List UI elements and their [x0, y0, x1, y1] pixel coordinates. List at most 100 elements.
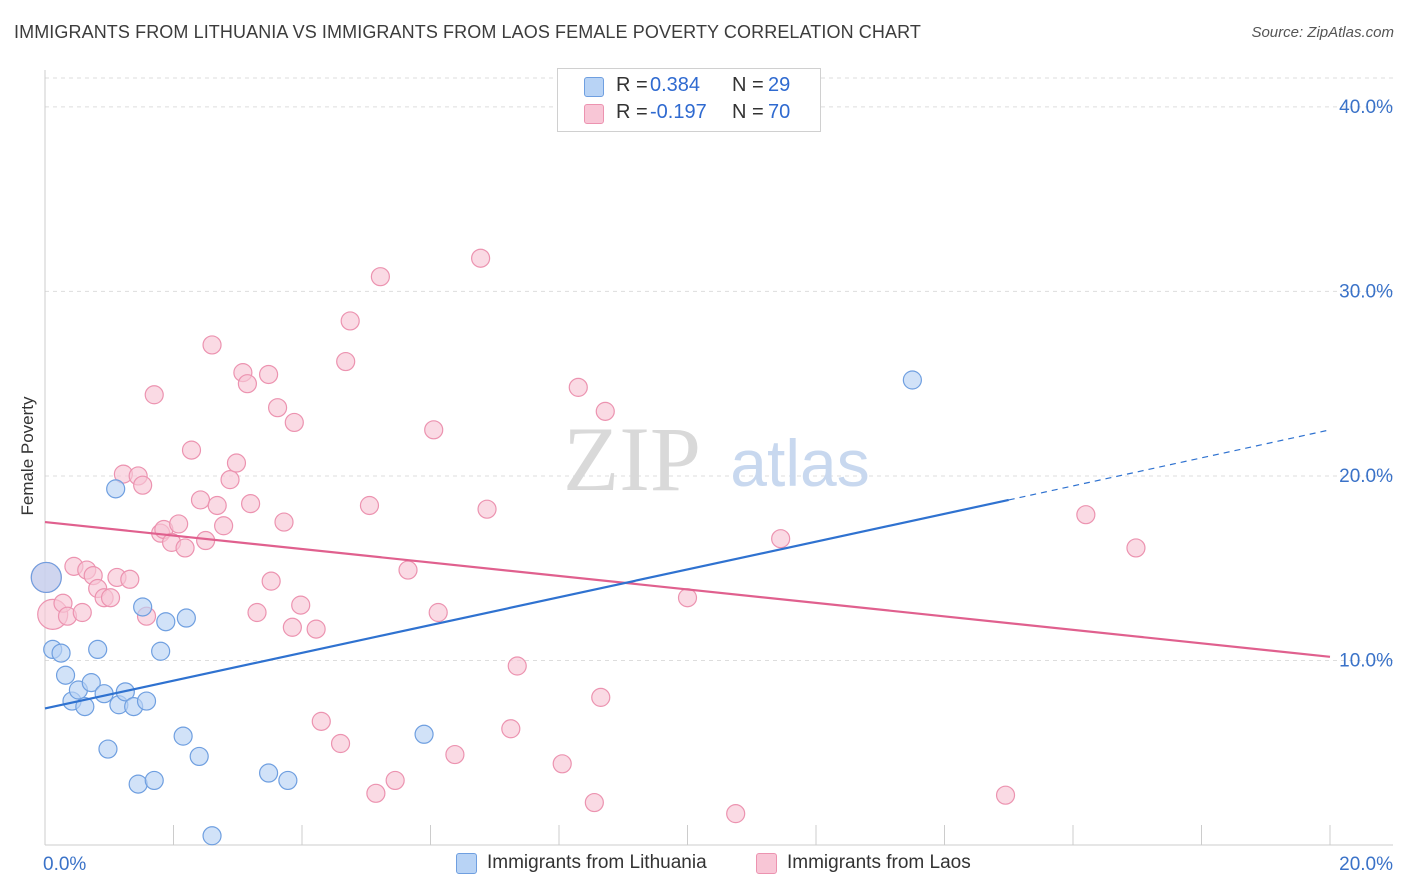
axes	[44, 70, 1393, 846]
laos-point	[677, 588, 698, 608]
laos-point	[133, 475, 153, 495]
series-swatch-lithuania	[456, 853, 477, 874]
legend-r-value: 0.384	[650, 74, 701, 96]
legend-n-label: N =	[732, 101, 764, 123]
laos-point	[311, 711, 331, 731]
laos-point	[181, 440, 202, 460]
lithuania-point	[136, 691, 157, 711]
series-legend: Immigrants from Lithuania Immigrants fro…	[0, 852, 1406, 878]
lithuania-point	[51, 643, 71, 663]
laos-point	[282, 617, 302, 637]
lithuania-point	[88, 639, 108, 660]
laos-point	[995, 785, 1016, 805]
lithuania-point	[176, 608, 196, 628]
lithuania-point	[81, 673, 101, 693]
laos-point	[226, 453, 247, 473]
laos-point	[144, 385, 164, 405]
laos-point	[175, 538, 195, 558]
trend-extension-lithuania	[1008, 429, 1331, 501]
legend-swatch-lithuania	[584, 77, 604, 97]
lithuania-point	[156, 612, 176, 632]
laos-point	[291, 595, 311, 615]
laos-point	[1126, 538, 1146, 558]
laos-point	[428, 602, 448, 623]
series-swatch-laos	[756, 853, 777, 874]
lithuania-point	[133, 597, 153, 617]
laos-point	[220, 470, 240, 490]
x-tick-label: 20.0%	[1339, 854, 1393, 875]
laos-point	[771, 529, 791, 549]
trend-line-lithuania	[44, 498, 1009, 710]
source-credit: Source: ZipAtlas.com	[1251, 24, 1394, 41]
legend-n-label: N =	[732, 74, 764, 96]
laos-point	[207, 495, 227, 516]
laos-point	[258, 364, 279, 385]
laos-point	[120, 569, 140, 589]
lithuania-point	[75, 697, 95, 717]
series-label-lithuania: Immigrants from Lithuania	[487, 852, 707, 873]
laos-point	[330, 733, 351, 754]
legend-r-value: -0.197	[650, 101, 707, 123]
lithuania-point	[258, 763, 279, 783]
lithuania-point	[151, 641, 171, 661]
lithuania-point	[173, 726, 193, 746]
chart-title: IMMIGRANTS FROM LITHUANIA VS IMMIGRANTS …	[14, 22, 921, 42]
lithuania-point	[202, 826, 222, 846]
correlation-legend: R = 0.384 N = 29 R = -0.197 N = 70	[557, 68, 821, 132]
lithuania-point	[902, 370, 922, 390]
laos-point	[306, 619, 326, 639]
laos-point	[267, 398, 288, 418]
laos-point	[100, 588, 121, 608]
lithuania-point	[189, 746, 209, 767]
laos-point	[584, 792, 604, 813]
x-tick-label: 0.0%	[43, 854, 86, 875]
y-tick-label: 30.0%	[1339, 281, 1393, 302]
y-tick-label: 10.0%	[1339, 650, 1393, 671]
legend-n-value: 29	[768, 74, 791, 96]
lithuania-point	[128, 774, 148, 794]
y-tick-label: 40.0%	[1339, 97, 1393, 118]
laos-point	[471, 248, 491, 268]
legend-swatch-laos	[584, 104, 604, 124]
laos-point	[261, 571, 281, 591]
laos-point	[72, 602, 92, 623]
legend-r-label: R =	[616, 101, 648, 123]
laos-point	[274, 512, 294, 532]
laos-point	[370, 267, 390, 287]
watermark-zip: ZIP	[563, 408, 701, 510]
laos-point	[445, 744, 465, 765]
laos-point	[591, 687, 611, 707]
laos-point	[398, 560, 418, 580]
laos-point	[507, 656, 527, 676]
laos-point	[595, 401, 615, 421]
laos-point	[340, 311, 360, 331]
laos-point	[247, 602, 267, 623]
laos-point	[552, 754, 572, 774]
lithuania-point	[30, 561, 62, 594]
legend-n-value: 70	[768, 101, 791, 123]
laos-point	[202, 335, 222, 355]
series-label-laos: Immigrants from Laos	[787, 852, 971, 873]
lithuania-point	[278, 770, 298, 791]
trend-line-laos	[44, 520, 1331, 658]
laos-point	[237, 374, 257, 394]
lithuania-point	[98, 739, 118, 759]
lithuania-point	[106, 479, 126, 499]
trend-lines	[44, 429, 1331, 710]
laos-point	[385, 770, 405, 791]
laos-point	[336, 351, 356, 372]
laos-point	[1076, 505, 1096, 525]
watermark-atlas: atlas	[730, 426, 869, 500]
laos-point	[169, 514, 189, 534]
lithuania-point	[414, 724, 434, 744]
legend-r-label: R =	[616, 74, 648, 96]
tick-labels: 10.0% 20.0% 30.0% 40.0% 0.0% 20.0%	[43, 97, 1393, 875]
laos-point	[477, 499, 497, 519]
laos-point	[568, 377, 588, 397]
laos-point	[284, 412, 304, 433]
laos-point	[726, 804, 746, 824]
laos-point	[214, 516, 234, 536]
laos-point	[241, 494, 261, 514]
series-laos-points	[30, 248, 1146, 824]
